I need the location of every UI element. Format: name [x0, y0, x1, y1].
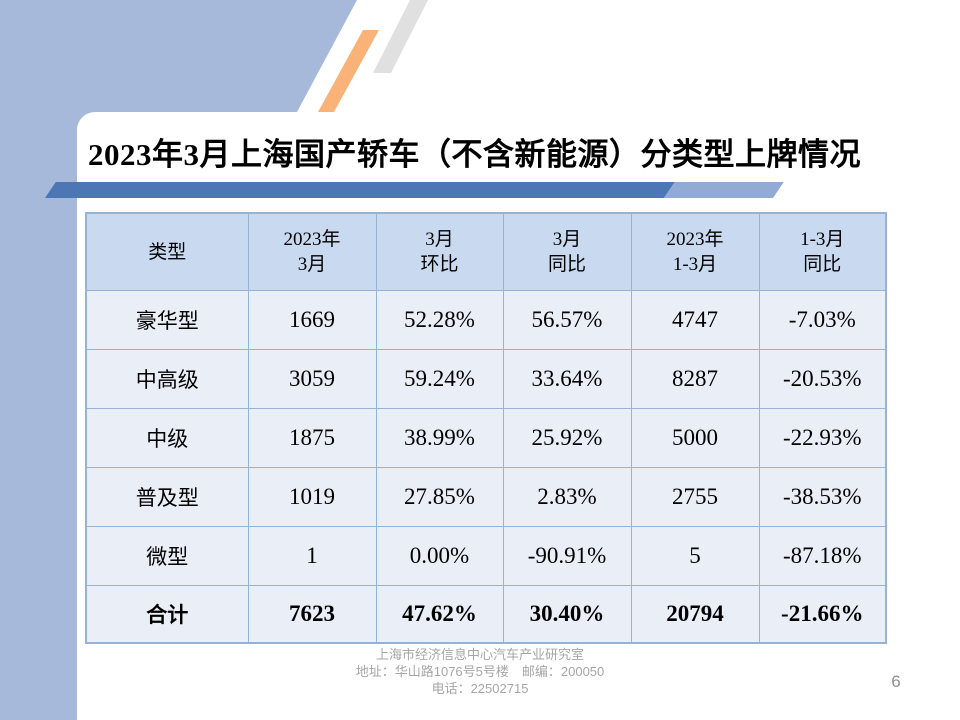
table-cell: 59.24%: [375, 349, 504, 409]
footer-phone-line: 电话：22502715: [431, 681, 529, 696]
table-cell: 47.62%: [375, 585, 504, 644]
footer-address-line: 地址：华山路1076号5号楼 邮编：200050: [355, 664, 605, 679]
table-cell: -90.91%: [502, 526, 632, 586]
table-cell: 中级: [85, 408, 249, 468]
table-cell: 3059: [247, 349, 377, 409]
table-cell: -87.18%: [758, 526, 887, 586]
table-header-row: 类型 2023年 3月 3月 环比 3月 同比 2023年 1-3月 1-3月 同比: [85, 212, 887, 291]
table-header-cell: 2023年 3月: [247, 212, 377, 291]
table-cell: 38.99%: [375, 408, 504, 468]
registration-table: 类型 2023年 3月 3月 环比 3月 同比 2023年 1-3月 1-3月 同比 豪华…: [85, 212, 887, 644]
table-cell: 1875: [247, 408, 377, 468]
table-cell: 5: [630, 526, 760, 586]
table-cell: 微型: [85, 526, 249, 586]
table-header-cell: 类型: [85, 212, 249, 291]
footer-org-line: 上海市经济信息中心汽车产业研究室: [375, 647, 584, 662]
table-cell: 56.57%: [502, 290, 632, 350]
table-header-cell: 2023年 1-3月: [630, 212, 760, 291]
table-cell: -21.66%: [758, 585, 887, 644]
table-cell: 中高级: [85, 349, 249, 409]
table-cell: 5000: [630, 408, 760, 468]
table-cell: 30.40%: [502, 585, 632, 644]
table-header-cell: 1-3月 同比: [758, 212, 887, 291]
table-cell: 8287: [630, 349, 760, 409]
table-cell: 7623: [247, 585, 377, 644]
table-cell: 20794: [630, 585, 760, 644]
table-cell: 1669: [247, 290, 377, 350]
slide-footer: 上海市经济信息中心汽车产业研究室 地址：华山路1076号5号楼 邮编：20005…: [0, 646, 960, 697]
gray-diagonal-stripe: [373, 0, 428, 73]
table-cell: 0.00%: [375, 526, 504, 586]
table-header-cell: 3月 环比: [375, 212, 504, 291]
table-cell: 2755: [630, 467, 760, 527]
table-cell: 52.28%: [375, 290, 504, 350]
table-row: 中高级 3059 59.24% 33.64% 8287 -20.53%: [85, 349, 887, 409]
title-underline-bar: [45, 182, 675, 198]
table-cell: -38.53%: [758, 467, 887, 527]
table-cell: 25.92%: [502, 408, 632, 468]
left-accent-band: [0, 0, 77, 720]
table-cell: -7.03%: [758, 290, 887, 350]
table-cell: 1019: [247, 467, 377, 527]
page-number: 6: [891, 672, 901, 691]
table-cell: 2.83%: [502, 467, 632, 527]
table-cell: 1: [247, 526, 377, 586]
table-cell: -20.53%: [758, 349, 887, 409]
table-cell: 27.85%: [375, 467, 504, 527]
table-total-row: 合计 7623 47.62% 30.40% 20794 -21.66%: [85, 585, 887, 644]
table-row: 豪华型 1669 52.28% 56.57% 4747 -7.03%: [85, 290, 887, 350]
table-cell: 合计: [85, 585, 249, 644]
title-underline-bar-tip: [664, 182, 784, 198]
top-left-diagonal-shape: [0, 0, 357, 112]
slide-title: 2023年3月上海国产轿车（不含新能源）分类型上牌情况: [88, 137, 861, 172]
table-header-cell: 3月 同比: [502, 212, 632, 291]
table-row: 普及型 1019 27.85% 2.83% 2755 -38.53%: [85, 467, 887, 527]
table-row: 微型 1 0.00% -90.91% 5 -87.18%: [85, 526, 887, 586]
table-cell: 豪华型: [85, 290, 249, 350]
table-cell: 4747: [630, 290, 760, 350]
table-cell: 普及型: [85, 467, 249, 527]
table-cell: 33.64%: [502, 349, 632, 409]
table-row: 中级 1875 38.99% 25.92% 5000 -22.93%: [85, 408, 887, 468]
table-cell: -22.93%: [758, 408, 887, 468]
